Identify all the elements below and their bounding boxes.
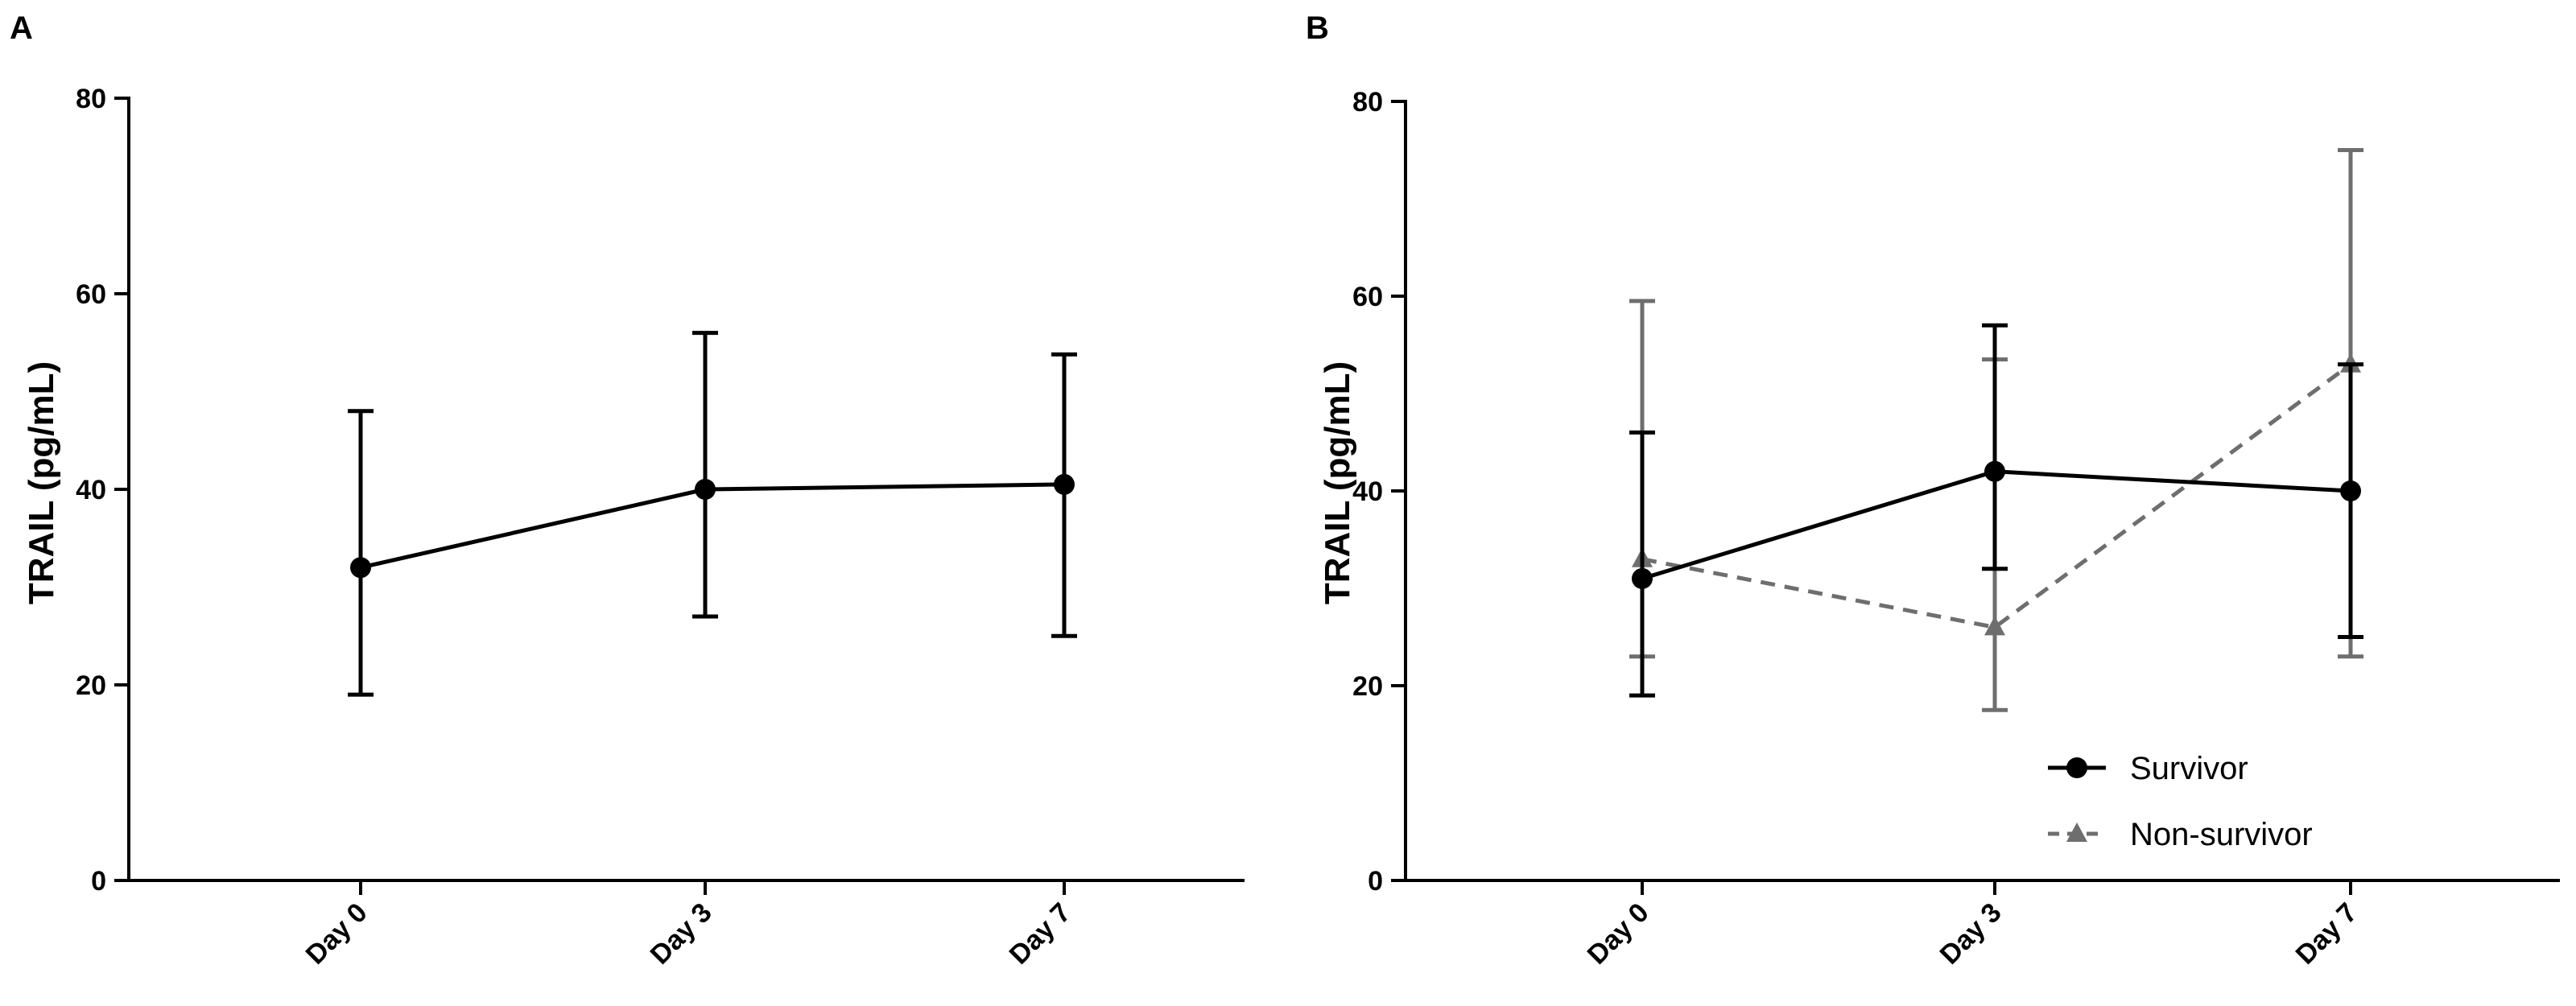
axes-b: 0 20 40 60 80 Day 0 Day 3 Day 7 [1352,87,2560,971]
axes-a: 0 20 40 60 80 Day 0 Day 3 Day 7 [76,84,1245,971]
panel-b: B TRAIL (pg/mL) 0 20 40 60 80 Day 0 Day 3 Day 7… [1306,10,2560,971]
y-tick-label: 0 [1368,866,1383,897]
y-tick-label: 20 [76,670,106,701]
plot-area-a [348,331,1077,697]
legend-label: Non-survivor [2130,817,2313,852]
panel-label-b: B [1306,10,1329,46]
y-tick-label: 80 [1352,87,1383,118]
x-tick-label: Day 3 [645,897,718,971]
y-axis-title-b: TRAIL (pg/mL) [1318,361,1357,604]
x-tick-label: Day 7 [2290,897,2363,971]
legend-marker [2066,823,2087,842]
legend-b: Survivor Non-survivor [2048,751,2313,852]
series-survivor [1629,323,2363,698]
y-tick-label: 60 [1352,282,1383,312]
series-line [360,482,1065,570]
data-point [350,557,371,579]
legend-label: Survivor [2130,751,2248,786]
y-tick-label: 40 [1352,476,1383,507]
data-point [1984,616,2005,636]
series-line [1641,362,2352,630]
y-axis-title-a: TRAIL (pg/mL) [22,361,61,604]
x-tick-label: Day 3 [1934,897,2008,971]
x-tick-label: Day 0 [300,897,374,971]
x-tick-label: Day 7 [1004,897,1077,971]
panel-a: A TRAIL (pg/mL) 0 20 40 60 80 Day 0 Day 3 Day 7 [10,10,1245,971]
series-main [348,331,1077,697]
data-point [1632,567,1653,589]
y-tick-label: 60 [76,279,106,310]
data-point [2340,480,2361,501]
y-tick-label: 0 [91,866,106,897]
data-point [1054,473,1075,495]
y-tick-label: 80 [76,84,106,114]
y-tick-label: 40 [76,475,106,505]
data-point [695,479,716,500]
plot-area-b [1629,148,2363,712]
y-tick-label: 20 [1352,671,1383,702]
data-point [1984,460,2005,482]
panel-label-a: A [10,10,33,46]
legend-marker [2066,757,2087,778]
x-tick-label: Day 0 [1582,897,1655,971]
